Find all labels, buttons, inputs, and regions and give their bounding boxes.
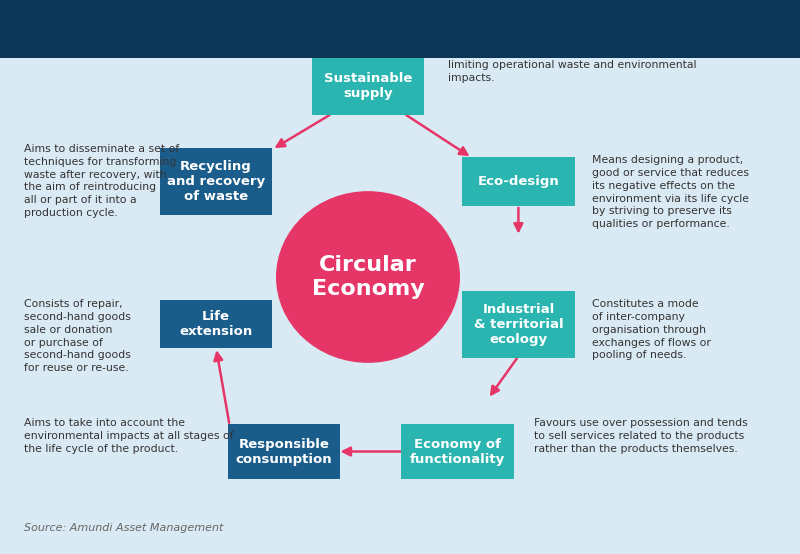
Text: Aims to disseminate a set of
techniques for transforming
waste after recovery, w: Aims to disseminate a set of techniques … <box>24 144 179 218</box>
FancyBboxPatch shape <box>462 290 575 358</box>
FancyBboxPatch shape <box>0 0 800 58</box>
Text: Industrial
& territorial
ecology: Industrial & territorial ecology <box>474 302 563 346</box>
FancyBboxPatch shape <box>401 424 514 479</box>
Text: Economy of
functionality: Economy of functionality <box>410 438 506 465</box>
FancyBboxPatch shape <box>312 57 424 115</box>
FancyBboxPatch shape <box>227 424 341 479</box>
Text: Favours use over possession and tends
to sell services related to the products
r: Favours use over possession and tends to… <box>534 418 748 454</box>
Text: Consists of repair,
second-hand goods
sale or donation
or purchase of
second-han: Consists of repair, second-hand goods sa… <box>24 299 131 373</box>
Text: Circular
Economy: Circular Economy <box>312 255 424 299</box>
Text: Eco-design: Eco-design <box>478 175 559 188</box>
Text: Responsible
consumption: Responsible consumption <box>236 438 332 465</box>
FancyBboxPatch shape <box>160 148 272 215</box>
FancyBboxPatch shape <box>160 300 272 348</box>
FancyBboxPatch shape <box>462 157 575 206</box>
Text: Sustainable
supply: Sustainable supply <box>324 72 412 100</box>
Text: Aims to exploit/extract natural resources by
limiting operational waste and envi: Aims to exploit/extract natural resource… <box>448 47 697 83</box>
Text: Constitutes a mode
of inter-company
organisation through
exchanges of flows or
p: Constitutes a mode of inter-company orga… <box>592 299 711 360</box>
Text: Aims to take into account the
environmental impacts at all stages of
the life cy: Aims to take into account the environmen… <box>24 418 234 454</box>
Text: Source: Amundi Asset Management: Source: Amundi Asset Management <box>24 523 223 533</box>
Text: Means designing a product,
good or service that reduces
its negative effects on : Means designing a product, good or servi… <box>592 155 749 229</box>
Text: Recycling
and recovery
of waste: Recycling and recovery of waste <box>167 160 265 203</box>
Text: Life
extension: Life extension <box>179 310 253 338</box>
Ellipse shape <box>276 191 460 363</box>
